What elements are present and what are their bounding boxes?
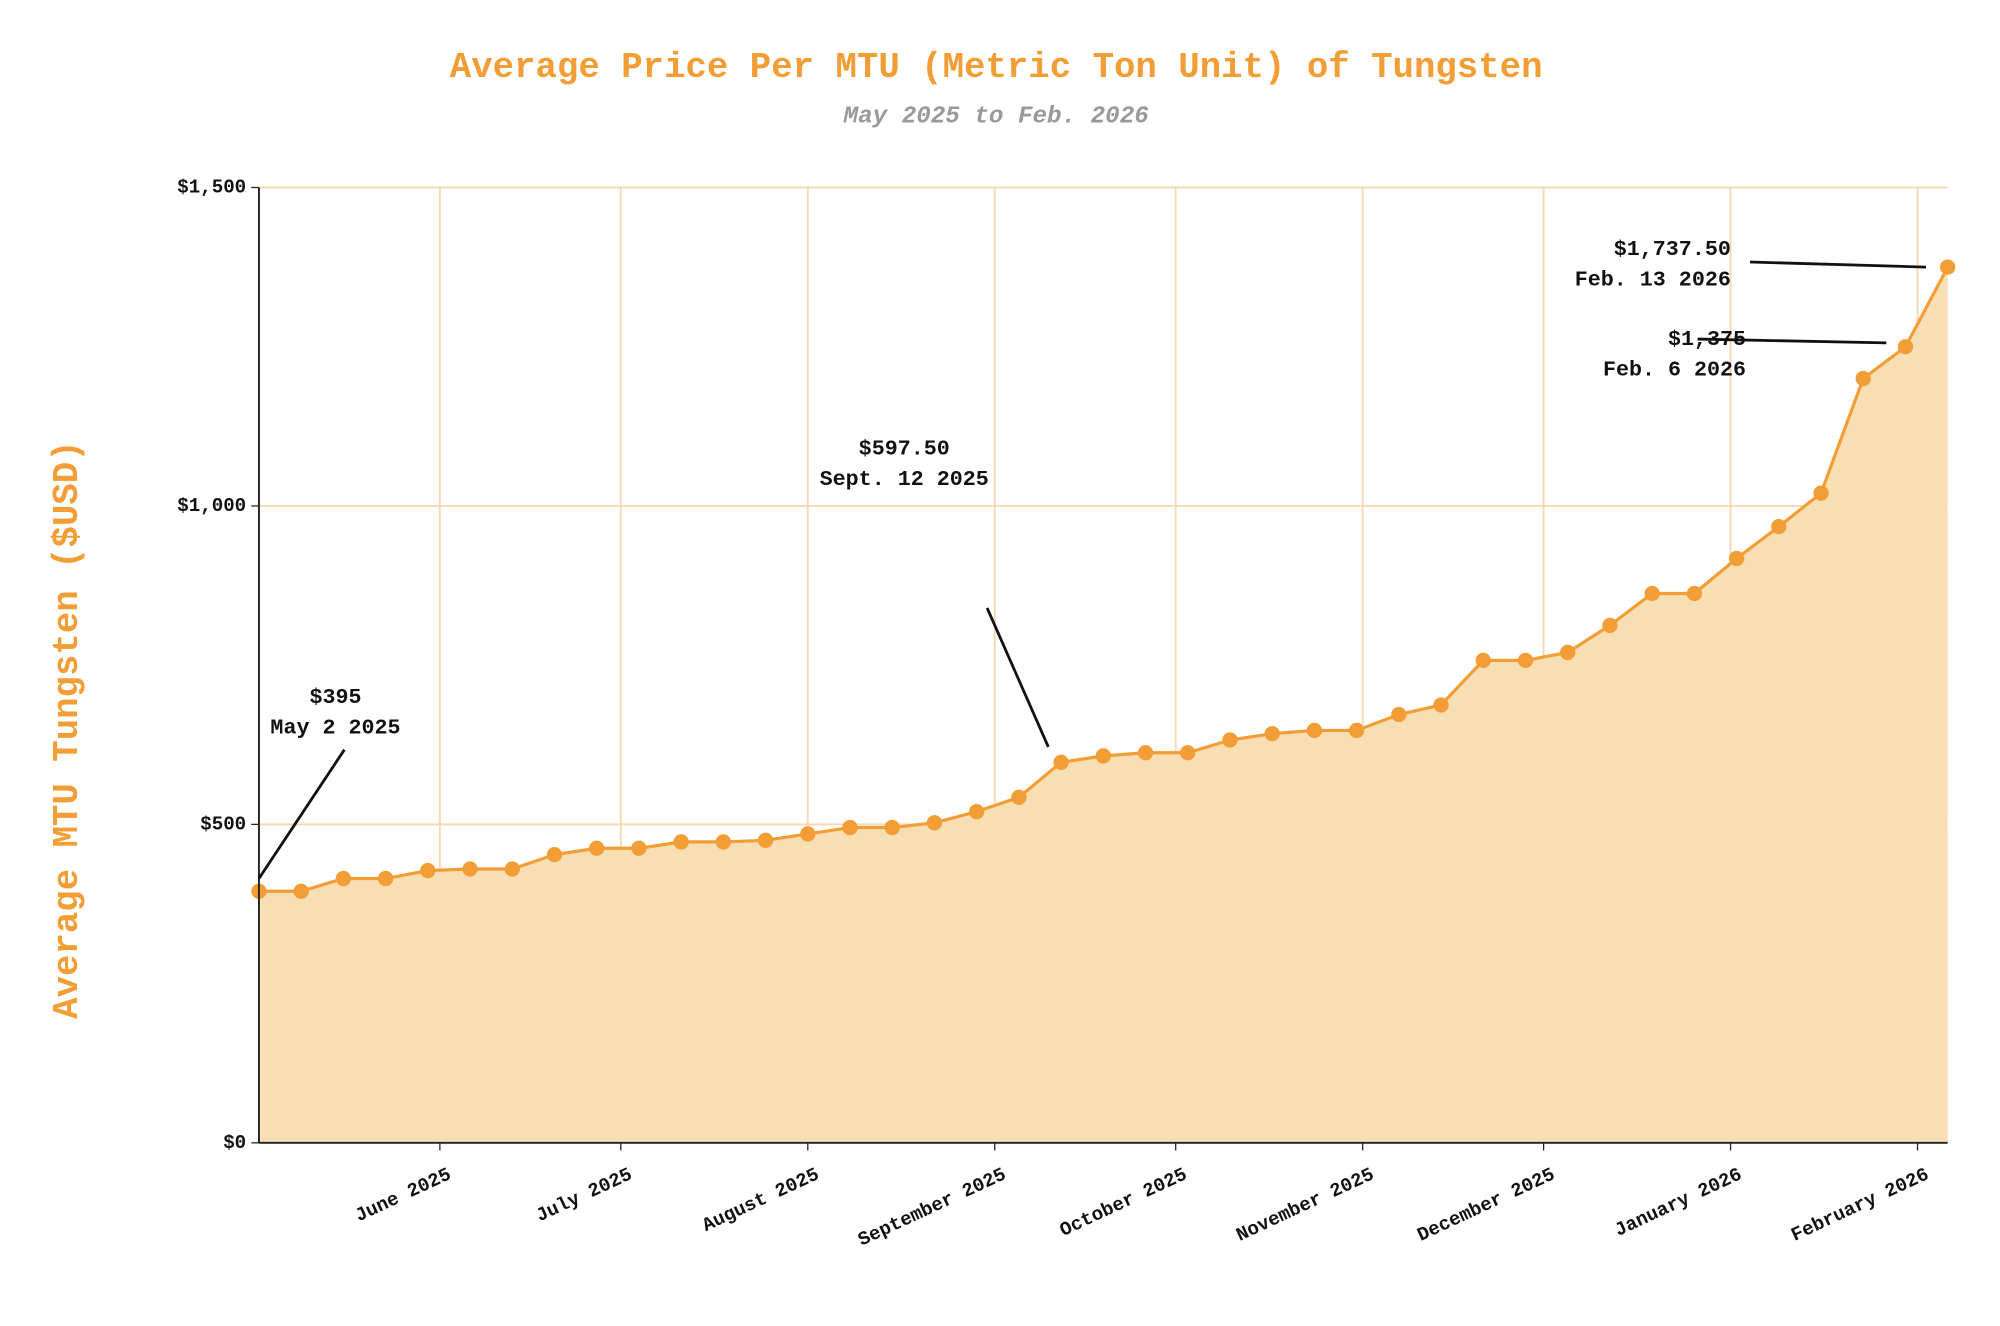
data-point [1771,518,1787,535]
data-point [1137,745,1154,761]
y-tick-label: $1,500 [177,177,246,199]
data-point [377,870,394,887]
data-point [335,870,352,887]
x-tick-label: July 2025 [533,1164,636,1228]
x-tick-label: January 2026 [1611,1164,1745,1242]
data-point [1813,485,1829,501]
data-point [1897,339,1914,355]
data-point [1686,585,1703,602]
data-point [673,834,689,850]
data-point [1728,550,1745,567]
x-tick-label: September 2025 [855,1164,1010,1252]
annotation-arrow [257,748,346,880]
data-point [842,819,858,836]
x-tick-label: October 2025 [1056,1164,1190,1242]
annotation-text: May 2 2025 [270,716,400,741]
data-point [1222,732,1238,748]
data-point [462,861,478,877]
annotation-text: Feb. 13 2026 [1575,268,1731,293]
annotation-text: $1,375 [1668,327,1746,352]
data-point [1053,754,1069,770]
plot-area [251,259,1956,1143]
data-point [631,840,647,856]
data-point [1560,644,1576,661]
data-point [546,846,563,863]
data-point [1348,722,1365,739]
data-point [1644,585,1660,602]
annotation-arrow [985,607,1050,748]
annotation-text: $597.50 [859,436,950,461]
data-point [1517,652,1534,669]
data-point [969,804,985,820]
data-point [1391,706,1407,723]
x-tick-label: August 2025 [699,1164,823,1237]
data-point [1011,789,1027,805]
y-tick-label: $500 [200,813,246,835]
area-fill [258,267,1948,1143]
data-point [884,819,900,836]
data-point [926,815,943,831]
data-point [504,861,520,877]
data-point [589,840,605,856]
x-tick-label: June 2025 [352,1164,455,1228]
y-tick-label: $1,000 [177,495,246,517]
chart-title: Average Price Per MTU (Metric Ton Unit) … [450,47,1543,88]
annotation-arrow [1697,337,1887,345]
x-tick-label: December 2025 [1414,1164,1559,1247]
data-point [1180,745,1196,761]
data-point [1602,617,1618,634]
annotation-text: $1,737.50 [1614,237,1731,262]
y-axis-label: Average MTU Tungsten ($USD) [47,440,88,1019]
data-point [420,862,436,879]
data-point [1475,652,1491,669]
data-point [800,826,816,842]
chart-subtitle: May 2025 to Feb. 2026 [843,103,1149,130]
data-point [757,832,774,848]
annotation-text: Feb. 6 2026 [1603,357,1746,382]
data-point [715,834,731,850]
x-tick-label: February 2026 [1788,1164,1933,1247]
data-point [1855,370,1871,387]
y-tick-label: $0 [223,1132,246,1154]
annotation-text: $395 [309,685,361,710]
data-point [1264,725,1280,742]
data-point [1940,259,1956,275]
data-point [1306,722,1323,739]
data-point [1433,697,1449,713]
data-point [1095,748,1111,764]
data-point [293,883,309,899]
annotation-arrow [1749,260,1927,269]
annotation-text: Sept. 12 2025 [820,467,989,492]
annotations: $395 May 2 2025 $597.50 Sept. 12 2025 $1,375… [257,237,1927,880]
x-tick-label: November 2025 [1233,1164,1378,1247]
